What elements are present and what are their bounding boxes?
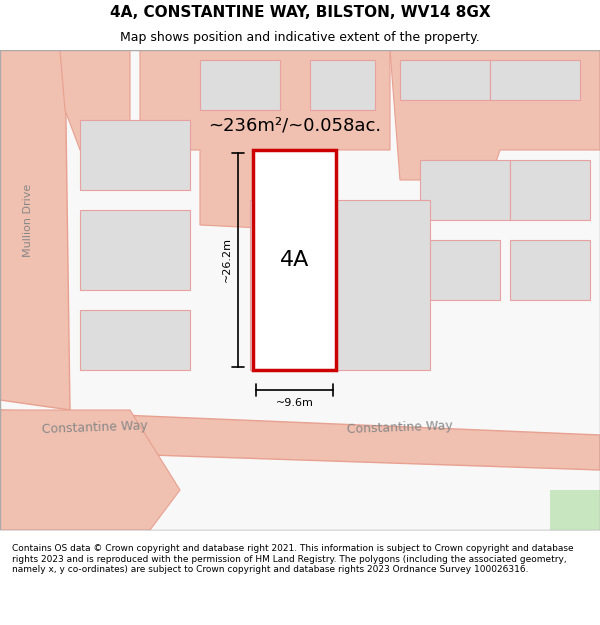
- Text: Map shows position and indicative extent of the property.: Map shows position and indicative extent…: [120, 31, 480, 44]
- Polygon shape: [60, 50, 130, 150]
- Polygon shape: [0, 410, 180, 530]
- Bar: [80, 210, 190, 290]
- Bar: [250, 200, 430, 370]
- Polygon shape: [140, 50, 390, 230]
- Text: Contains OS data © Crown copyright and database right 2021. This information is : Contains OS data © Crown copyright and d…: [12, 544, 574, 574]
- Text: Constantine Way: Constantine Way: [42, 419, 148, 436]
- Bar: [253, 150, 336, 370]
- Polygon shape: [550, 490, 600, 530]
- Text: Mullion Drive: Mullion Drive: [23, 183, 33, 257]
- Bar: [490, 60, 580, 100]
- Text: ~236m²/~0.058ac.: ~236m²/~0.058ac.: [208, 117, 382, 135]
- Bar: [80, 120, 190, 190]
- Text: ~9.6m: ~9.6m: [275, 398, 313, 408]
- Text: Constantine Way: Constantine Way: [347, 419, 453, 436]
- Bar: [310, 60, 375, 110]
- Bar: [510, 160, 590, 220]
- Bar: [80, 310, 190, 370]
- Bar: [400, 60, 490, 100]
- Polygon shape: [0, 50, 70, 410]
- Bar: [420, 160, 510, 220]
- Text: 4A: 4A: [280, 250, 309, 270]
- Bar: [420, 240, 500, 300]
- Bar: [200, 60, 280, 110]
- Bar: [510, 240, 590, 300]
- Polygon shape: [0, 410, 600, 470]
- Text: 4A, CONSTANTINE WAY, BILSTON, WV14 8GX: 4A, CONSTANTINE WAY, BILSTON, WV14 8GX: [110, 5, 490, 20]
- Polygon shape: [390, 50, 600, 180]
- Text: ~26.2m: ~26.2m: [222, 238, 232, 282]
